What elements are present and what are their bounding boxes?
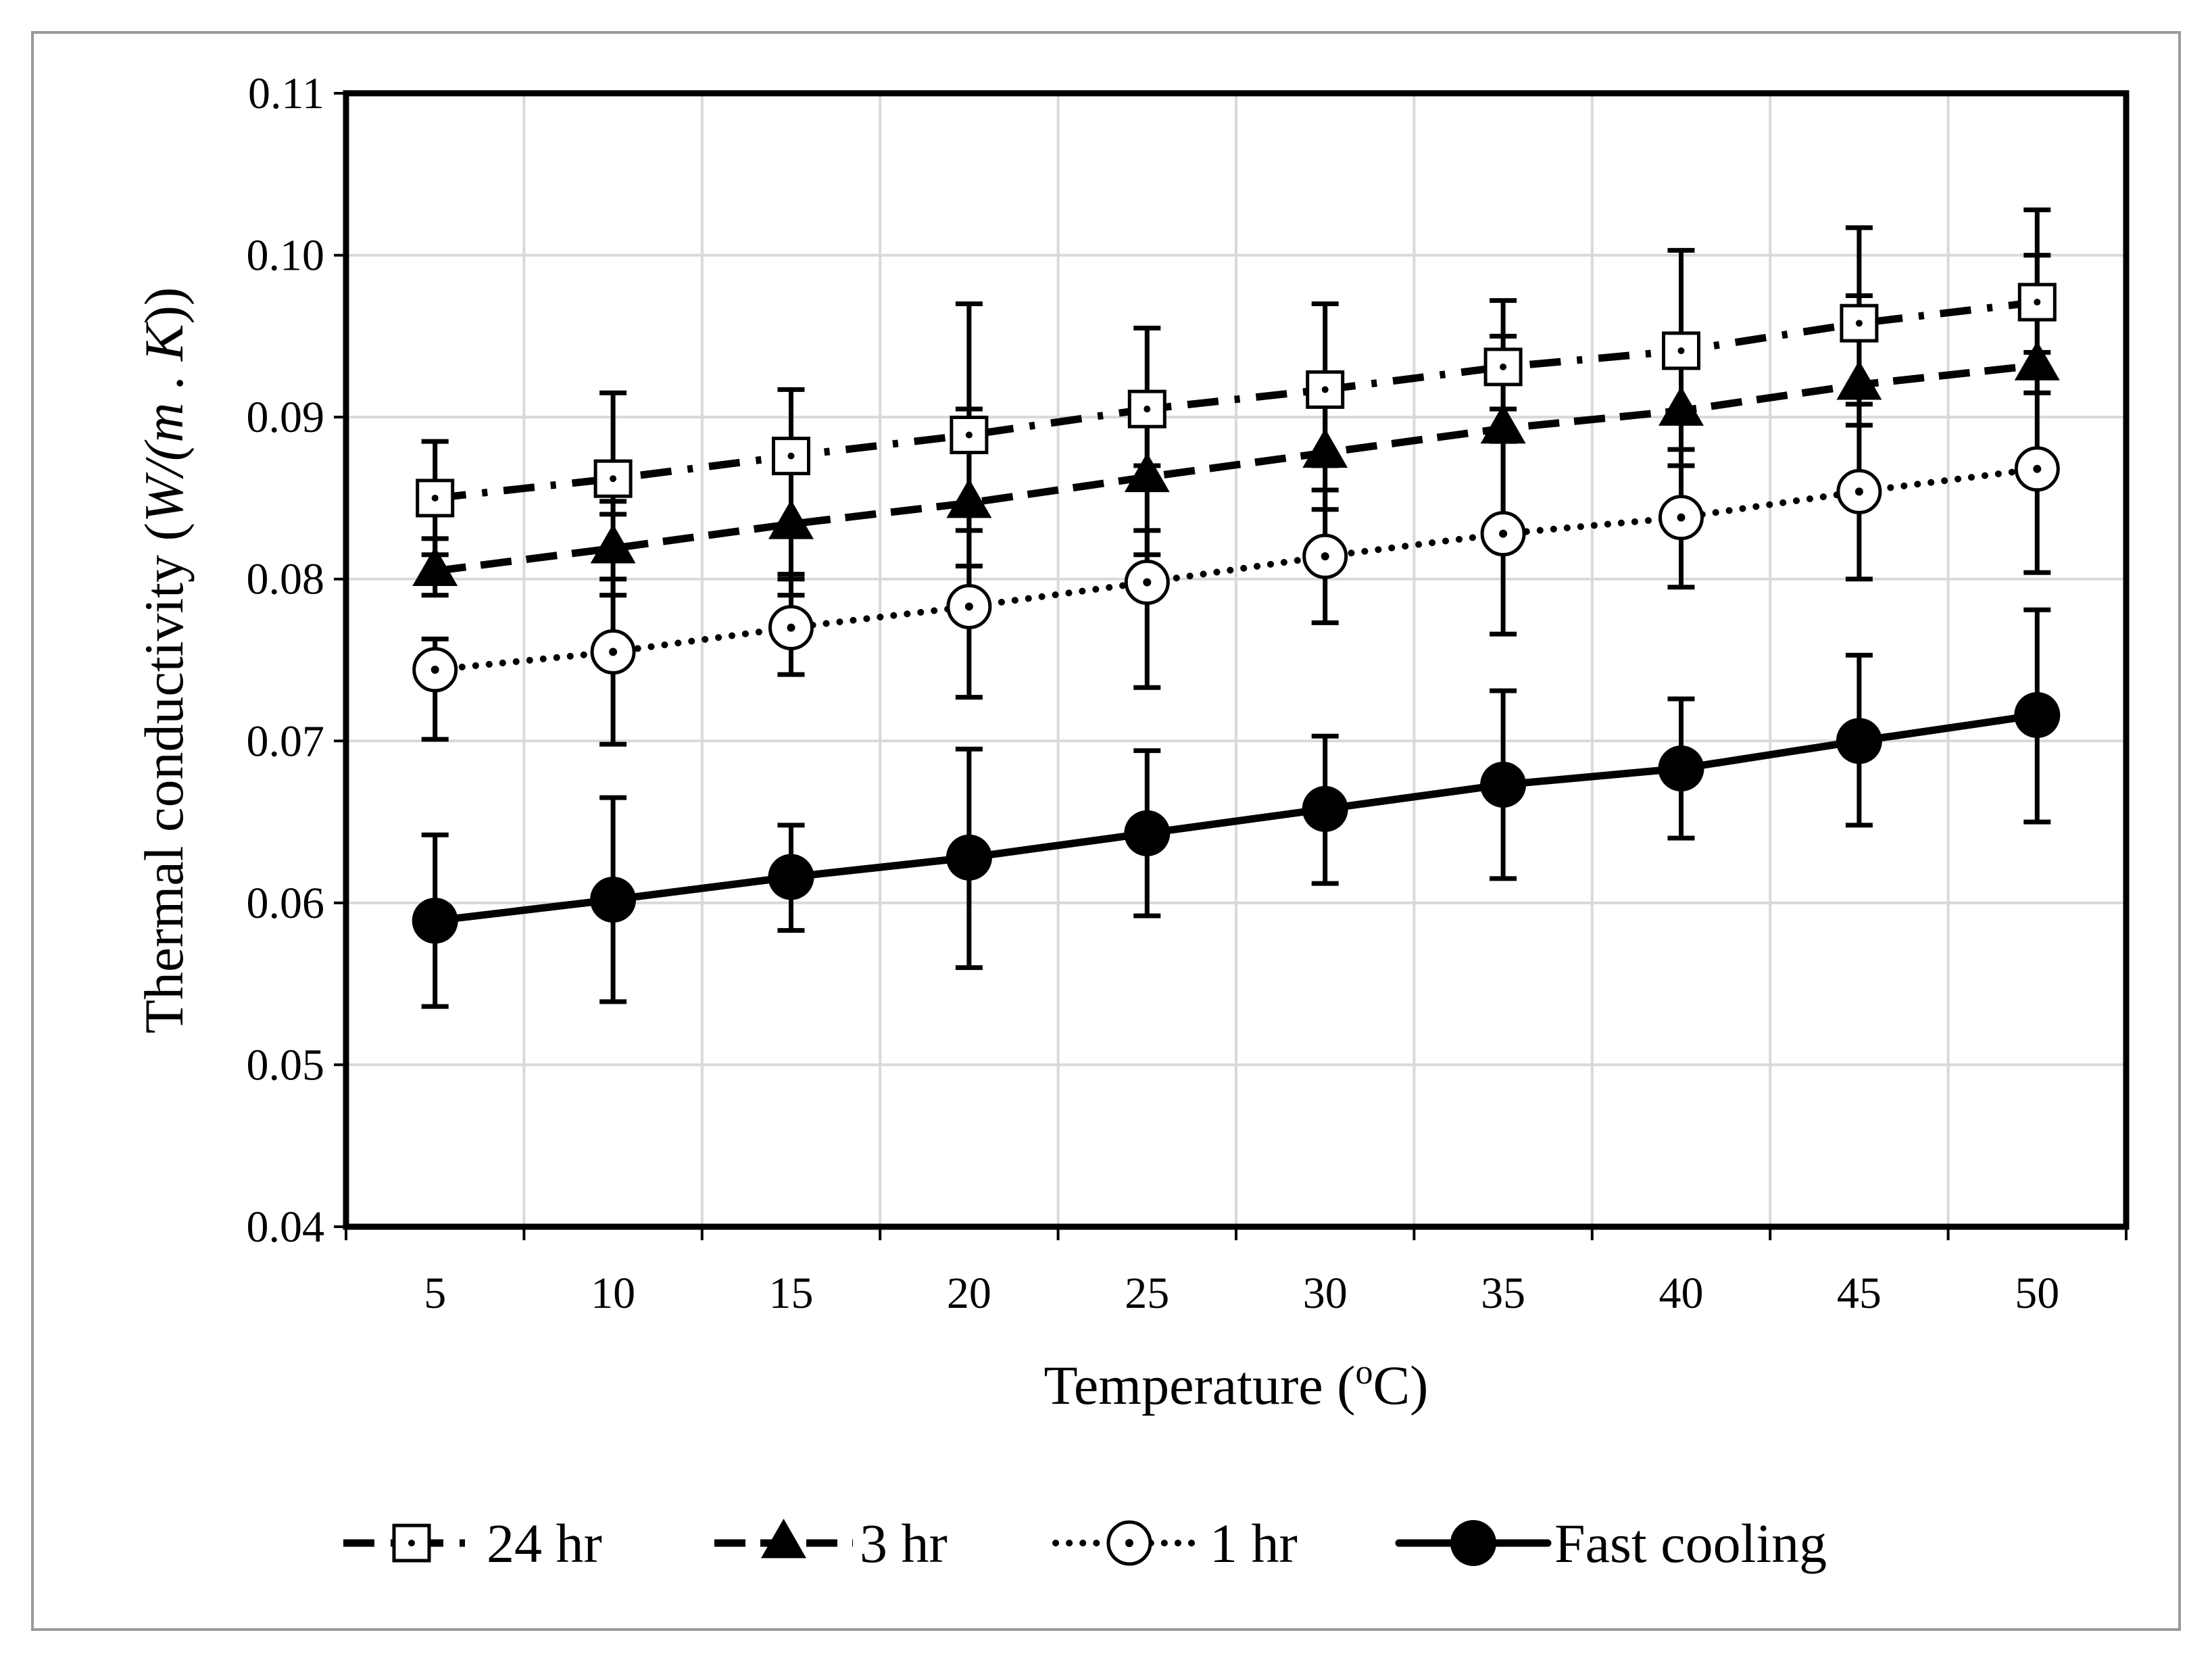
legend-item-3-hr: 3 hr [714,1513,948,1574]
x-tick-label: 35 [1481,1269,1525,1318]
data-point-fast-cooling [412,898,458,944]
legend-label-1-hr: 1 hr [1210,1513,1298,1574]
x-axis-title: Temperature (oC) [1044,1353,1429,1416]
y-tick-label: 0.07 [247,716,325,766]
legend-label-3-hr: 3 hr [860,1513,948,1574]
data-point-3-hr [1480,404,1526,444]
data-point-1-hr [1658,495,1704,541]
x-tick-label: 25 [1125,1269,1169,1318]
legend-item-fast-cooling: Fast cooling [1395,1513,1827,1574]
data-point-3-hr [1124,452,1170,493]
x-axis: 5 10 15 20 25 30 35 40 45 50 [345,1227,2128,1318]
x-tick-label: 10 [591,1269,635,1318]
data-point-24-hr [416,479,455,518]
data-point-3-hr [412,546,458,587]
data-point-24-hr [1840,303,1879,343]
legend-item-24-hr: 24 hr [343,1513,602,1574]
x-tick-label: 20 [947,1269,991,1318]
legend-marker-1-hr [1106,1520,1152,1566]
grid-lines [346,92,2126,1228]
data-point-3-hr [1658,386,1704,426]
data-point-3-hr [2014,341,2060,381]
error-bar-1-hr [1133,528,1161,690]
data-point-1-hr [946,583,992,629]
y-axis-title: Thermal conductivity (W/(m . K)) [133,287,195,1033]
series-lines [431,298,2041,925]
y-tick-label: 0.09 [247,393,325,442]
data-point-1-hr [1836,468,1882,514]
data-markers [412,283,2061,944]
series-line-3-hr [435,362,2038,575]
data-point-24-hr [772,437,810,476]
y-tick-label: 0.10 [247,231,325,280]
data-point-1-hr [590,629,636,675]
legend-label-24-hr: 24 hr [487,1513,602,1574]
data-point-fast-cooling [1658,746,1704,792]
legend-marker-24-hr [392,1523,431,1563]
data-point-24-hr [950,415,989,454]
data-point-24-hr [593,459,633,498]
y-axis: 0.04 0.05 0.06 0.07 0.08 0.09 0.10 0.11 [247,69,346,1252]
data-point-24-hr [2017,283,2057,322]
data-point-fast-cooling [590,877,637,923]
data-point-fast-cooling [1124,810,1171,856]
legend: 24 hr 3 hr 1 hr Fast cooling [343,1513,1827,1574]
data-point-1-hr [412,647,458,693]
y-tick-label: 0.04 [247,1202,325,1252]
x-tick-label: 5 [424,1269,446,1318]
y-tick-label: 0.05 [247,1040,325,1090]
legend-label-fast-cooling: Fast cooling [1554,1513,1827,1574]
x-tick-label: 30 [1303,1269,1348,1318]
legend-item-1-hr: 1 hr [1052,1513,1298,1574]
data-point-3-hr [1836,360,1882,400]
data-point-24-hr [1483,347,1523,387]
data-point-fast-cooling [1480,761,1527,808]
legend-marker-3-hr [761,1519,806,1559]
y-tick-label: 0.08 [247,555,325,604]
y-tick-label: 0.11 [248,69,324,118]
data-point-24-hr [1662,331,1700,370]
data-point-1-hr [1302,533,1348,579]
data-point-fast-cooling [2014,691,2061,738]
series-line-fast-cooling [431,711,2041,925]
data-point-1-hr [1480,511,1526,557]
data-point-3-hr [590,524,636,564]
series-line-24-hr [435,298,2038,502]
legend-marker-fast-cooling [1450,1520,1496,1566]
data-point-1-hr [2014,446,2060,492]
figure-frame [31,31,2181,1631]
data-point-24-hr [1306,370,1345,409]
data-point-fast-cooling [1302,785,1348,832]
data-point-1-hr [1124,560,1170,606]
data-point-3-hr [946,479,992,518]
data-point-24-hr [1127,389,1166,429]
data-point-fast-cooling [1836,718,1882,764]
x-tick-label: 15 [769,1269,814,1318]
series-line-1-hr [431,465,2041,673]
data-point-1-hr [768,605,814,651]
x-tick-label: 50 [2015,1269,2059,1318]
data-point-3-hr [768,499,814,539]
x-tick-label: 40 [1659,1269,1704,1318]
data-point-fast-cooling [768,854,814,900]
data-point-fast-cooling [945,834,992,881]
data-point-3-hr [1302,428,1348,468]
x-tick-label: 45 [1837,1269,1882,1318]
y-tick-label: 0.06 [247,879,325,928]
